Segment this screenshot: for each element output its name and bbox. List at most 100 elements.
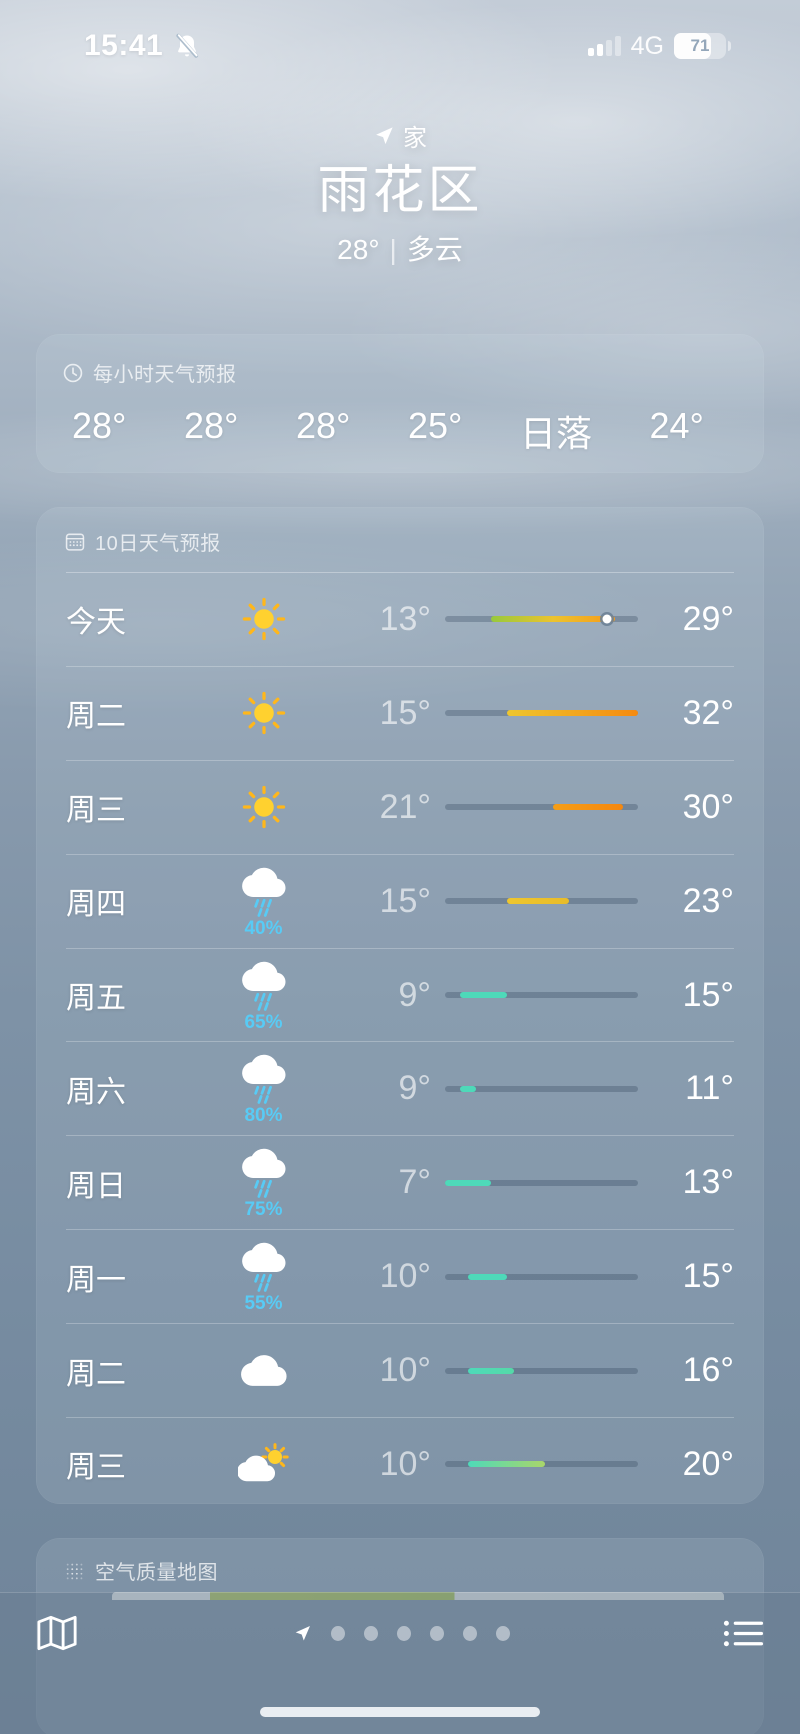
location-list-button[interactable] bbox=[722, 1617, 766, 1650]
temp-range-fill bbox=[460, 992, 507, 998]
list-icon bbox=[723, 1620, 764, 1646]
current-location-page-icon[interactable] bbox=[293, 1624, 312, 1643]
hourly-card-title: 每小时天气预报 bbox=[93, 364, 237, 386]
high-temp: 30° bbox=[682, 787, 734, 826]
home-indicator[interactable] bbox=[260, 1707, 540, 1717]
status-bar: 15:41 4G 71 bbox=[0, 24, 800, 68]
temp-range-track bbox=[445, 898, 638, 905]
temp-range-track bbox=[445, 804, 638, 811]
day-label: 周三 bbox=[66, 1451, 126, 1485]
rainy-icon bbox=[241, 961, 286, 1011]
hourly-item: 28° bbox=[183, 405, 239, 446]
my-location-label: 家 bbox=[403, 125, 427, 152]
high-temp: 13° bbox=[682, 1163, 734, 1202]
temp-range-track bbox=[445, 1367, 638, 1374]
forecast-row[interactable]: 周日 75% 7° 13° bbox=[66, 1135, 734, 1229]
page-dots bbox=[330, 1625, 510, 1641]
temp-range-track bbox=[445, 614, 638, 624]
forecast-row[interactable]: 周二 15° 32° bbox=[66, 665, 734, 760]
forecast-row[interactable]: 周五 65% 9° 15° bbox=[66, 947, 734, 1042]
temp-range-fill bbox=[468, 1367, 515, 1374]
page-dot[interactable] bbox=[495, 1625, 510, 1641]
current-temperature: 28° bbox=[337, 234, 380, 266]
forecast-rows: 今天 13° bbox=[36, 572, 764, 1511]
cellular-signal-icon bbox=[587, 36, 621, 56]
temp-range-fill bbox=[468, 1461, 546, 1468]
ten-day-card-title: 10日天气预报 bbox=[95, 533, 221, 555]
current-temp-dot bbox=[602, 614, 612, 624]
low-temp: 13° bbox=[379, 599, 431, 638]
precip-chance: 75% bbox=[244, 1199, 283, 1221]
page-dot[interactable] bbox=[396, 1625, 411, 1641]
bell-slash-icon bbox=[176, 33, 199, 58]
current-conditions: 28° | 多云 bbox=[0, 228, 800, 268]
temp-range-fill bbox=[460, 1085, 476, 1092]
city-name: 雨花区 bbox=[317, 162, 483, 220]
low-temp: 10° bbox=[379, 1257, 431, 1296]
low-temp: 9° bbox=[398, 975, 431, 1014]
forecast-row-today[interactable]: 今天 13° bbox=[66, 572, 734, 666]
page-dot[interactable] bbox=[330, 1625, 345, 1641]
forecast-row[interactable]: 周六 80% 9° 11° bbox=[66, 1041, 734, 1135]
rainy-icon bbox=[241, 1055, 286, 1105]
temp-range-fill bbox=[445, 1179, 492, 1186]
high-temp: 11° bbox=[685, 1069, 734, 1108]
hourly-item: 24° bbox=[649, 405, 704, 446]
location-header: 家 雨花区 28° | 多云 bbox=[0, 118, 800, 268]
low-temp: 9° bbox=[398, 1069, 431, 1108]
day-label: 周四 bbox=[66, 888, 126, 922]
sunny-icon bbox=[242, 692, 285, 735]
temp-range-fill bbox=[553, 804, 623, 811]
cloudy-icon bbox=[240, 1355, 287, 1386]
forecast-row[interactable]: 周一 55% 10° 15° bbox=[66, 1229, 734, 1323]
high-temp: 23° bbox=[682, 881, 734, 920]
hourly-item: 25° bbox=[407, 405, 463, 446]
forecast-row[interactable]: 周三 21° 30° bbox=[66, 759, 734, 854]
temp-range-track bbox=[445, 1273, 638, 1280]
page-dot[interactable] bbox=[363, 1625, 378, 1641]
clock-icon bbox=[63, 363, 83, 382]
condition-separator: | bbox=[389, 234, 397, 266]
temp-range-fill bbox=[491, 616, 615, 623]
condition-text: 多云 bbox=[406, 234, 463, 266]
hourly-item-sunset: 日落 bbox=[519, 413, 592, 454]
network-type: 4G bbox=[630, 31, 664, 60]
battery-indicator: 71 bbox=[674, 33, 731, 59]
low-temp: 10° bbox=[379, 1351, 431, 1390]
day-label: 周二 bbox=[66, 700, 126, 734]
day-label: 周一 bbox=[66, 1263, 126, 1297]
hourly-forecast-card[interactable]: 每小时天气预报 28° 28° 28° 25° 日落 24° bbox=[36, 334, 764, 473]
rainy-icon bbox=[241, 1149, 286, 1199]
forecast-row[interactable]: 周四 40% 15° 23° bbox=[66, 853, 734, 948]
battery-percent: 71 bbox=[690, 36, 710, 55]
high-temp: 15° bbox=[682, 1257, 734, 1296]
temp-range-fill bbox=[506, 710, 638, 717]
map-icon bbox=[37, 1615, 77, 1651]
low-temp: 10° bbox=[379, 1444, 431, 1483]
map-button[interactable] bbox=[34, 1612, 80, 1654]
temp-range-track bbox=[445, 1085, 638, 1092]
ten-day-forecast-card: 10日天气预报 今天 13° bbox=[36, 507, 764, 1504]
battery-cap bbox=[727, 41, 731, 51]
day-label: 周日 bbox=[66, 1169, 126, 1203]
forecast-row[interactable]: 周二 10° 16° bbox=[66, 1323, 734, 1417]
rainy-icon bbox=[241, 1242, 286, 1292]
precip-chance: 65% bbox=[244, 1011, 283, 1033]
day-label: 周二 bbox=[66, 1357, 126, 1391]
page-dot[interactable] bbox=[462, 1625, 477, 1641]
high-temp: 29° bbox=[682, 599, 734, 638]
bottom-toolbar bbox=[0, 1592, 800, 1734]
low-temp: 7° bbox=[398, 1163, 431, 1202]
forecast-row[interactable]: 周三 10° bbox=[66, 1417, 734, 1511]
sunny-icon bbox=[242, 786, 285, 829]
day-label: 周六 bbox=[66, 1075, 126, 1109]
day-label: 周三 bbox=[66, 794, 126, 828]
temp-range-fill bbox=[468, 1273, 507, 1280]
page-dot[interactable] bbox=[429, 1625, 444, 1641]
rainy-icon bbox=[241, 867, 286, 917]
temp-range-fill bbox=[506, 898, 569, 905]
day-label: 周五 bbox=[66, 982, 126, 1015]
low-temp: 21° bbox=[379, 787, 431, 826]
air-quality-dots-icon bbox=[66, 1563, 83, 1579]
